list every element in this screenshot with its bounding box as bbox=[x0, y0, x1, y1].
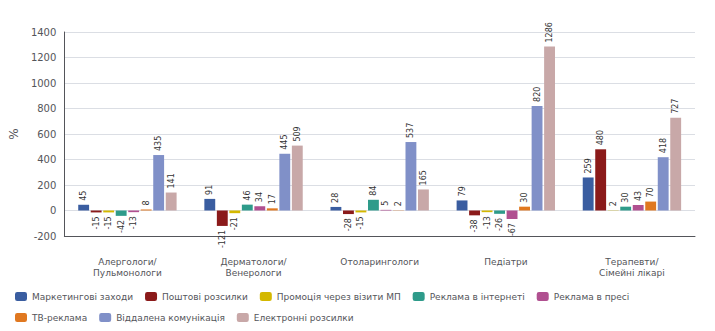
svg-text:480: 480 bbox=[596, 130, 605, 145]
svg-text:1200: 1200 bbox=[31, 52, 56, 63]
svg-text:-38: -38 bbox=[470, 219, 479, 232]
svg-text:-13: -13 bbox=[129, 216, 138, 229]
svg-text:165: 165 bbox=[419, 170, 428, 185]
svg-text:34: 34 bbox=[255, 192, 264, 202]
svg-text:79: 79 bbox=[458, 186, 467, 196]
svg-text:Терапевти/: Терапевти/ bbox=[604, 257, 659, 267]
svg-text:-26: -26 bbox=[495, 218, 504, 231]
svg-text:-13: -13 bbox=[483, 216, 492, 229]
svg-text:30: 30 bbox=[520, 192, 529, 202]
svg-text:435: 435 bbox=[154, 136, 163, 151]
svg-text:400: 400 bbox=[37, 154, 56, 165]
svg-text:30: 30 bbox=[621, 192, 630, 202]
svg-text:259: 259 bbox=[584, 158, 593, 173]
svg-text:141: 141 bbox=[167, 173, 176, 188]
svg-text:-67: -67 bbox=[508, 223, 517, 236]
svg-text:-21: -21 bbox=[230, 217, 239, 230]
svg-text:%: % bbox=[7, 128, 21, 139]
svg-text:46: 46 bbox=[243, 190, 252, 200]
svg-text:91: 91 bbox=[205, 185, 214, 195]
svg-text:5: 5 bbox=[381, 201, 390, 206]
svg-text:2: 2 bbox=[394, 201, 403, 206]
svg-text:-200: -200 bbox=[34, 231, 57, 242]
svg-text:Електронні розсилки: Електронні розсилки bbox=[254, 313, 354, 323]
svg-text:445: 445 bbox=[280, 134, 289, 149]
svg-text:Венерологи: Венерологи bbox=[225, 268, 281, 278]
svg-text:70: 70 bbox=[646, 187, 655, 197]
svg-text:Реклама в інтернеті: Реклама в інтернеті bbox=[430, 292, 525, 302]
svg-text:-42: -42 bbox=[117, 220, 126, 233]
svg-text:43: 43 bbox=[634, 191, 643, 201]
svg-text:537: 537 bbox=[406, 123, 415, 138]
svg-text:727: 727 bbox=[671, 99, 680, 114]
svg-text:-15: -15 bbox=[356, 216, 365, 229]
svg-text:ТВ-реклама: ТВ-реклама bbox=[31, 313, 87, 323]
svg-text:Пульмонологи: Пульмонологи bbox=[93, 268, 162, 278]
svg-text:2: 2 bbox=[609, 201, 618, 206]
svg-text:1400: 1400 bbox=[31, 27, 56, 38]
svg-text:509: 509 bbox=[293, 126, 302, 141]
svg-text:418: 418 bbox=[659, 138, 668, 153]
svg-text:Отоларингологи: Отоларингологи bbox=[340, 257, 419, 267]
svg-text:28: 28 bbox=[331, 193, 340, 203]
svg-text:17: 17 bbox=[268, 194, 277, 204]
svg-text:600: 600 bbox=[37, 129, 56, 140]
svg-text:Реклама в пресі: Реклама в пресі bbox=[554, 292, 630, 302]
svg-text:84: 84 bbox=[369, 186, 378, 196]
svg-text:Сімейні лікарі: Сімейні лікарі bbox=[599, 268, 665, 278]
svg-text:-121: -121 bbox=[218, 230, 227, 248]
svg-text:Маркетингові заходи: Маркетингові заходи bbox=[32, 292, 133, 302]
svg-text:-28: -28 bbox=[344, 218, 353, 231]
svg-text:Алергологи/: Алергологи/ bbox=[98, 257, 157, 267]
svg-text:1000: 1000 bbox=[31, 78, 56, 89]
svg-text:-15: -15 bbox=[92, 216, 101, 229]
svg-text:200: 200 bbox=[37, 180, 56, 191]
svg-text:8: 8 bbox=[142, 200, 151, 205]
svg-text:Віддалена комунікація: Віддалена комунікація bbox=[116, 313, 225, 323]
svg-text:45: 45 bbox=[79, 191, 88, 201]
svg-text:-15: -15 bbox=[104, 216, 113, 229]
svg-text:1286: 1286 bbox=[545, 22, 554, 42]
svg-text:Промоція через візити МП: Промоція через візити МП bbox=[277, 292, 401, 302]
svg-text:Дерматологи/: Дерматологи/ bbox=[220, 257, 287, 267]
svg-text:Педіатри: Педіатри bbox=[484, 257, 527, 267]
svg-text:820: 820 bbox=[533, 87, 542, 102]
svg-text:0: 0 bbox=[50, 205, 56, 216]
svg-text:Поштові розсилки: Поштові розсилки bbox=[162, 292, 248, 302]
svg-text:800: 800 bbox=[37, 103, 56, 114]
